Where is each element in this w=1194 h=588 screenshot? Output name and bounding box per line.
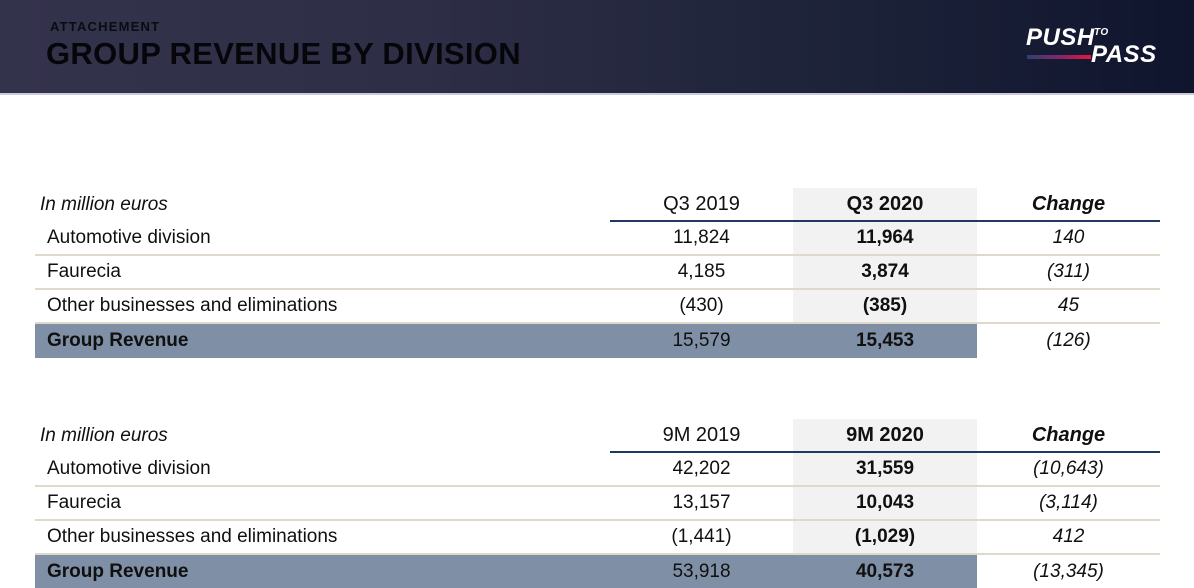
- value-change: 45: [1057, 295, 1080, 316]
- value-change: (10,643): [1033, 458, 1104, 479]
- value-2019: (1,441): [671, 526, 732, 547]
- value-2020: (385): [793, 290, 977, 322]
- table-row: Automotive division 11,824 11,964 140: [35, 222, 1160, 256]
- value-change: (13,345): [1033, 561, 1104, 582]
- table-header-row: In million euros 9M 2019 9M 2020 Change: [35, 419, 1160, 453]
- column-header-q3-2020: Q3 2020: [793, 188, 977, 222]
- unit-label: In million euros: [40, 194, 168, 215]
- group-revenue-total-row: Group Revenue 15,579 15,453 (126): [35, 324, 1160, 358]
- section-kicker: ATTACHEMENT: [50, 19, 161, 34]
- column-header-q3-2019: Q3 2019: [610, 188, 793, 222]
- column-header-9m-2020: 9M 2020: [793, 419, 977, 453]
- row-label: Group Revenue: [35, 324, 610, 358]
- value-change: (3,114): [1039, 492, 1098, 513]
- row-label: Faurecia: [47, 492, 121, 513]
- unit-label: In million euros: [40, 425, 168, 446]
- value-change: 140: [1052, 227, 1085, 248]
- value-change: 412: [1052, 526, 1085, 547]
- value-2020: 15,453: [793, 324, 977, 358]
- row-label: Other businesses and eliminations: [47, 526, 338, 547]
- value-2019: 15,579: [610, 324, 793, 358]
- row-label: Other businesses and eliminations: [47, 295, 338, 316]
- nine-month-revenue-table: In million euros 9M 2019 9M 2020 Change …: [35, 419, 1160, 588]
- row-label: Faurecia: [47, 261, 121, 282]
- column-header-change: Change: [977, 419, 1160, 453]
- value-2020: 40,573: [793, 555, 977, 588]
- q3-revenue-table: In million euros Q3 2019 Q3 2020 Change …: [35, 188, 1160, 358]
- table-row: Automotive division 42,202 31,559 (10,64…: [35, 453, 1160, 487]
- logo-word-to: TO: [1094, 27, 1109, 38]
- value-2019: (430): [679, 295, 724, 316]
- row-label: Automotive division: [47, 227, 211, 248]
- value-2019: 42,202: [672, 458, 731, 479]
- table-row: Other businesses and eliminations (1,441…: [35, 521, 1160, 555]
- value-2019: 11,824: [673, 227, 730, 248]
- value-2019: 4,185: [677, 261, 726, 282]
- value-2019: 13,157: [672, 492, 731, 513]
- column-header-change: Change: [977, 188, 1160, 222]
- value-2020: 31,559: [793, 453, 977, 485]
- page-title: GROUP REVENUE BY DIVISION: [46, 36, 521, 71]
- value-2020: 3,874: [793, 256, 977, 288]
- value-2020: 11,964: [793, 222, 977, 254]
- value-2019: 53,918: [610, 555, 793, 588]
- logo-gradient-bar: [1027, 55, 1091, 59]
- slide-header: ATTACHEMENT GROUP REVENUE BY DIVISION PU…: [0, 0, 1194, 95]
- logo-word-pass: PASS: [1091, 41, 1157, 68]
- table-row: Other businesses and eliminations (430) …: [35, 290, 1160, 324]
- row-label: Automotive division: [47, 458, 211, 479]
- value-2020: (1,029): [793, 521, 977, 553]
- column-header-9m-2019: 9M 2019: [610, 419, 793, 453]
- table-row: Faurecia 4,185 3,874 (311): [35, 256, 1160, 290]
- value-change: (126): [1046, 330, 1091, 351]
- value-2020: 10,043: [793, 487, 977, 519]
- table-header-row: In million euros Q3 2019 Q3 2020 Change: [35, 188, 1160, 222]
- group-revenue-total-row: Group Revenue 53,918 40,573 (13,345): [35, 555, 1160, 588]
- table-row: Faurecia 13,157 10,043 (3,114): [35, 487, 1160, 521]
- row-label: Group Revenue: [35, 555, 610, 588]
- value-change: (311): [1047, 261, 1090, 282]
- logo-word-push: PUSH: [1026, 24, 1095, 51]
- push-to-pass-logo: PUSH TO PASS: [1022, 26, 1172, 76]
